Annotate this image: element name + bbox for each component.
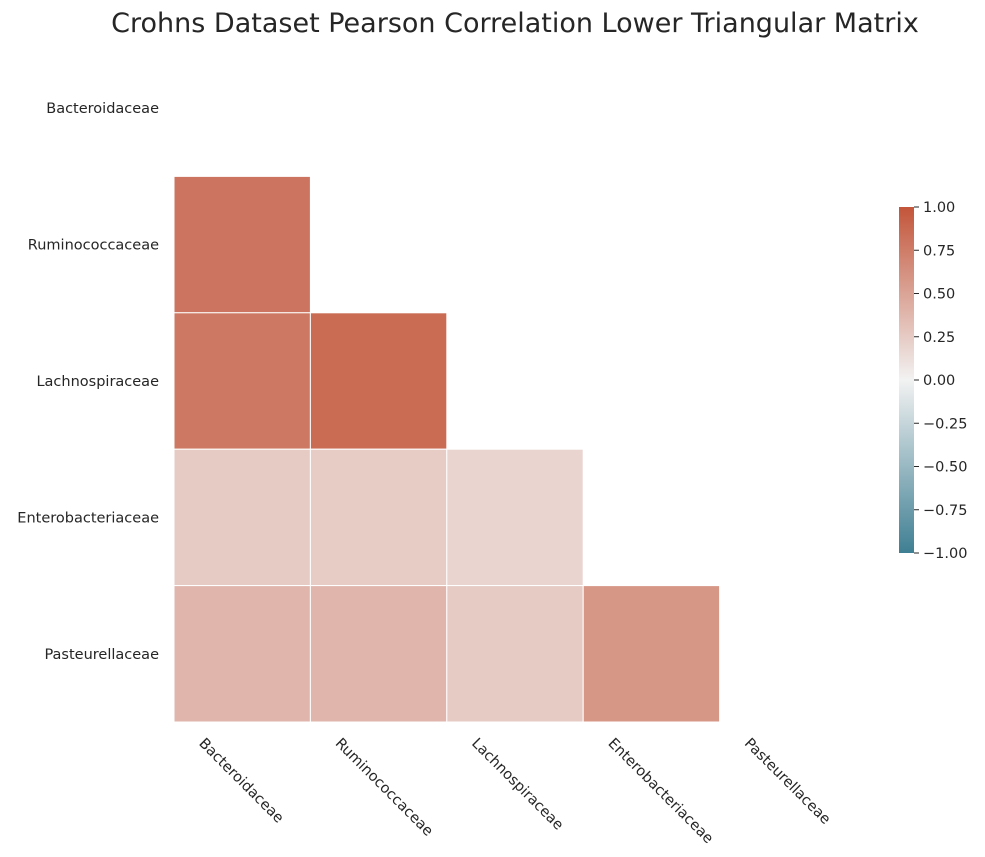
column-label: Enterobacteriaceae (605, 736, 717, 848)
heatmap-cell-3-1 (309, 448, 448, 587)
column-label: Ruminococcaceae (332, 736, 436, 840)
colorbar-tick-label: −1.00 (923, 546, 967, 562)
column-labels: Bacteroidaceae Ruminococcaceae Lachnospira… (195, 736, 833, 848)
row-label: Pasteurellaceae (44, 647, 159, 663)
heatmap-cell-2-0 (173, 312, 311, 450)
column-label: Lachnospiraceae (468, 736, 566, 834)
heatmap-cell-1-0 (173, 175, 311, 314)
heatmap-cell-2-1 (309, 312, 448, 450)
heatmap-cell-3-0 (173, 448, 311, 587)
row-labels: Bacteroidaceae Ruminococcaceae Lachnospira… (17, 101, 159, 663)
colorbar-tick-label: −0.25 (923, 416, 967, 432)
colorbar-tick-label: 0.00 (923, 373, 955, 389)
colorbar: 1.00 0.75 0.50 0.25 0.00 −0.25 −0.50 −0.75 −1.00 (899, 200, 967, 562)
colorbar-tick-label: 0.75 (923, 243, 955, 259)
row-label: Enterobacteriaceae (17, 510, 159, 526)
heatmap-cell-4-1 (309, 585, 448, 723)
column-label: Bacteroidaceae (195, 736, 286, 827)
row-label: Lachnospiraceae (36, 374, 159, 390)
row-label: Ruminococcaceae (28, 238, 159, 254)
colorbar-tick-label: 1.00 (923, 200, 955, 216)
row-label: Bacteroidaceae (46, 101, 159, 117)
heatmap-cells (173, 175, 721, 723)
colorbar-tick-label: −0.50 (923, 460, 967, 476)
heatmap-cell-4-3 (582, 585, 721, 723)
heatmap-cell-4-2 (446, 585, 584, 723)
chart-title: Crohns Dataset Pearson Correlation Lower… (111, 8, 919, 39)
colorbar-tick-label: 0.25 (923, 330, 955, 346)
colorbar-tick-label: −0.75 (923, 503, 967, 519)
column-label: Pasteurellaceae (741, 736, 833, 828)
colorbar-tick-label: 0.50 (923, 287, 955, 303)
colorbar-gradient (899, 207, 914, 553)
heatmap-cell-4-0 (173, 585, 311, 723)
heatmap-cell-3-2 (446, 448, 584, 587)
